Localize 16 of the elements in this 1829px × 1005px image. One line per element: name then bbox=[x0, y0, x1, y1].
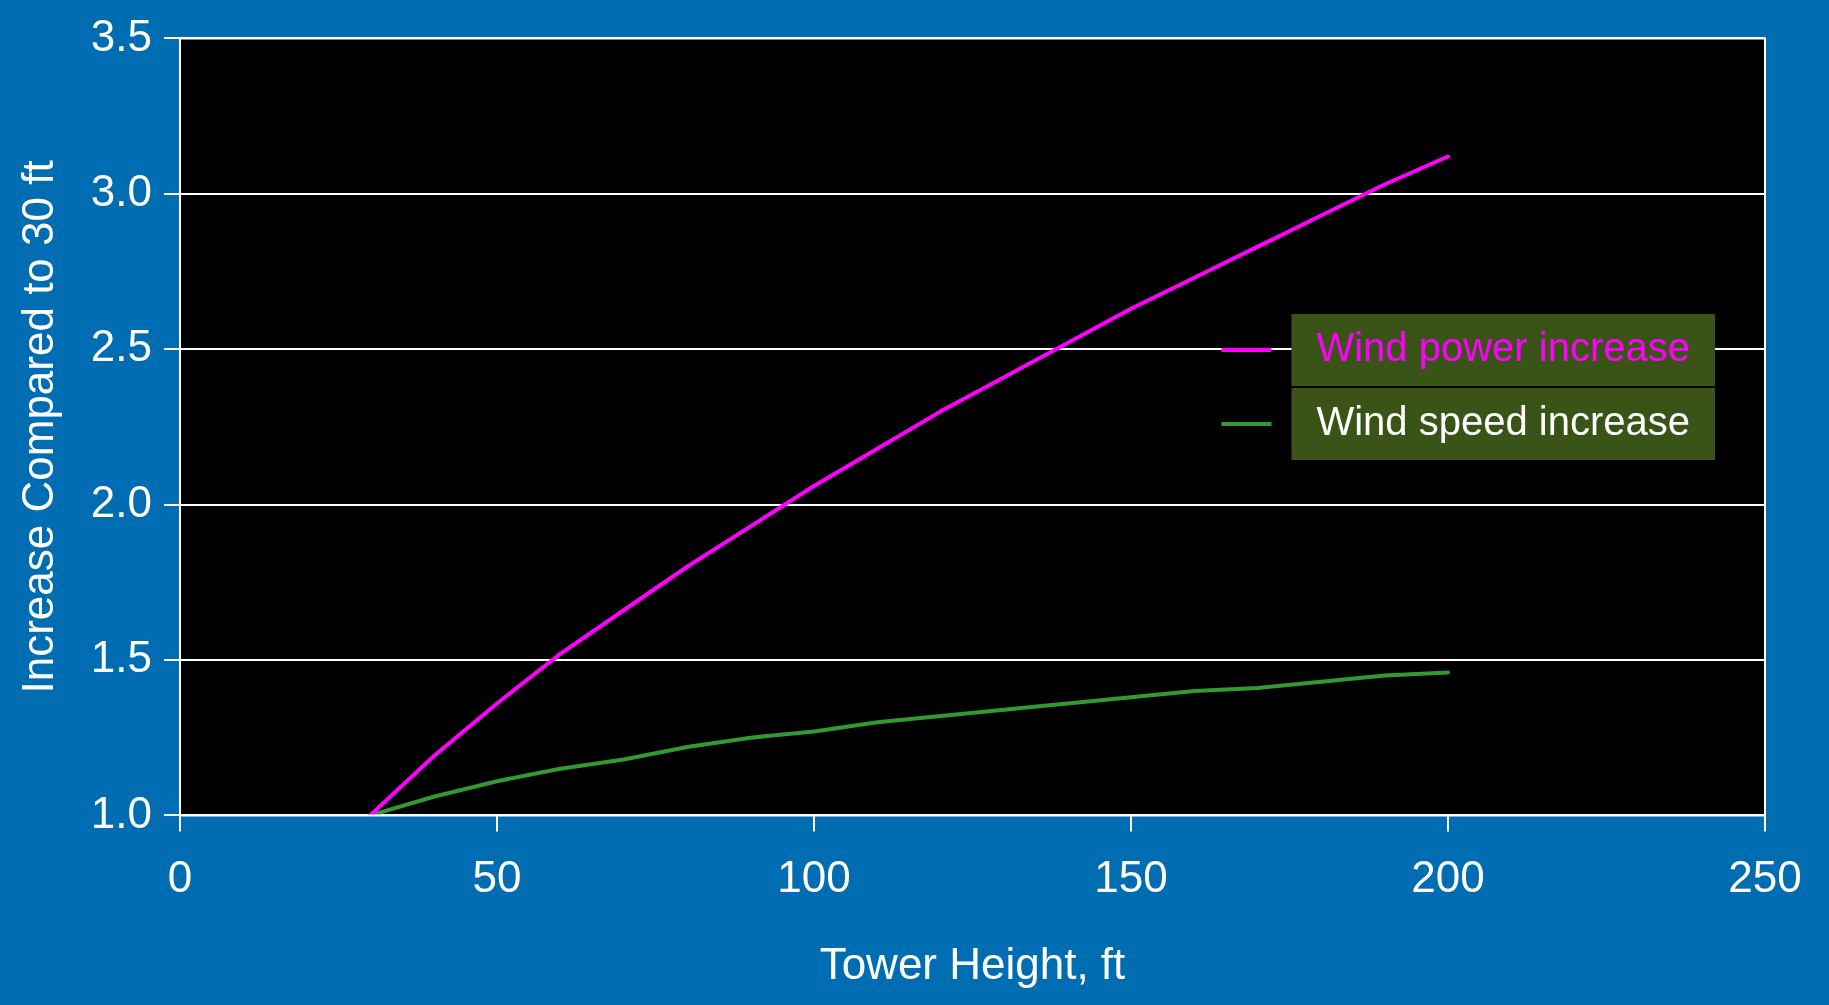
y-tick-label: 1.0 bbox=[90, 787, 152, 837]
x-tick-label: 50 bbox=[472, 851, 522, 901]
x-tick-label: 250 bbox=[1728, 851, 1802, 901]
x-tick-label: 0 bbox=[167, 851, 193, 901]
y-tick-label: 3.5 bbox=[90, 10, 152, 60]
y-tick-label: 2.0 bbox=[90, 476, 152, 526]
x-tick-label: 100 bbox=[777, 851, 851, 901]
legend-label: Wind power increase bbox=[1316, 324, 1690, 369]
legend-label: Wind speed increase bbox=[1316, 398, 1691, 443]
y-axis-title: Increase Compared to 30 ft bbox=[12, 160, 62, 694]
y-tick-label: 1.5 bbox=[90, 632, 152, 682]
y-tick-label: 2.5 bbox=[90, 321, 152, 371]
x-axis-title: Tower Height, ft bbox=[819, 938, 1126, 988]
y-tick-label: 3.0 bbox=[90, 165, 152, 215]
x-tick-label: 200 bbox=[1411, 851, 1485, 901]
x-tick-label: 150 bbox=[1094, 851, 1168, 901]
